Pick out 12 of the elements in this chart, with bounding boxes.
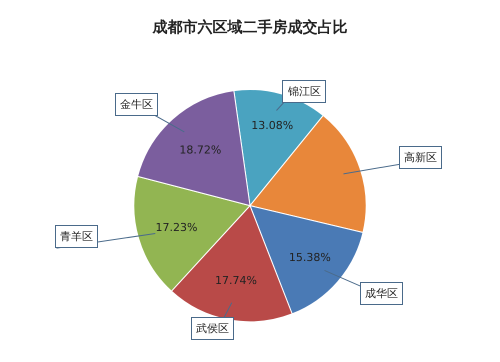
slice-label: 武侯区 (196, 322, 229, 335)
data-label: 18.72% (179, 143, 222, 156)
slice-label: 青羊区 (60, 230, 93, 243)
data-label: 17.74% (214, 274, 257, 287)
chart-title: 成都市六区域二手房成交占比 (152, 18, 348, 36)
data-label: 13.08% (251, 119, 294, 132)
slice-label: 高新区 (404, 151, 437, 164)
data-label: 15.38% (288, 251, 331, 264)
slice-label: 锦江区 (287, 85, 321, 98)
slice-label: 金牛区 (120, 98, 153, 111)
data-label: 17.23% (155, 220, 198, 234)
slice-label: 成华区 (365, 287, 398, 300)
